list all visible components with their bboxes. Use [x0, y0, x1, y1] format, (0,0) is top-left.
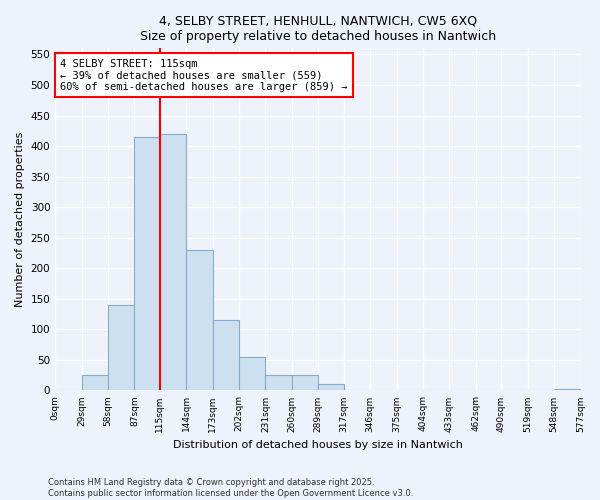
Text: Contains HM Land Registry data © Crown copyright and database right 2025.
Contai: Contains HM Land Registry data © Crown c…	[48, 478, 413, 498]
Bar	[186, 250, 212, 390]
Bar	[160, 134, 186, 390]
Bar	[212, 320, 239, 390]
Bar	[82, 375, 108, 390]
Text: 4 SELBY STREET: 115sqm
← 39% of detached houses are smaller (559)
60% of semi-de: 4 SELBY STREET: 115sqm ← 39% of detached…	[61, 58, 348, 92]
Bar	[134, 137, 160, 390]
Title: 4, SELBY STREET, HENHULL, NANTWICH, CW5 6XQ
Size of property relative to detache: 4, SELBY STREET, HENHULL, NANTWICH, CW5 …	[140, 15, 496, 43]
Y-axis label: Number of detached properties: Number of detached properties	[15, 132, 25, 307]
Bar	[292, 375, 318, 390]
X-axis label: Distribution of detached houses by size in Nantwich: Distribution of detached houses by size …	[173, 440, 463, 450]
Bar	[265, 375, 292, 390]
Bar	[554, 389, 581, 390]
Bar	[108, 305, 134, 390]
Bar	[318, 384, 344, 390]
Bar	[239, 357, 265, 390]
